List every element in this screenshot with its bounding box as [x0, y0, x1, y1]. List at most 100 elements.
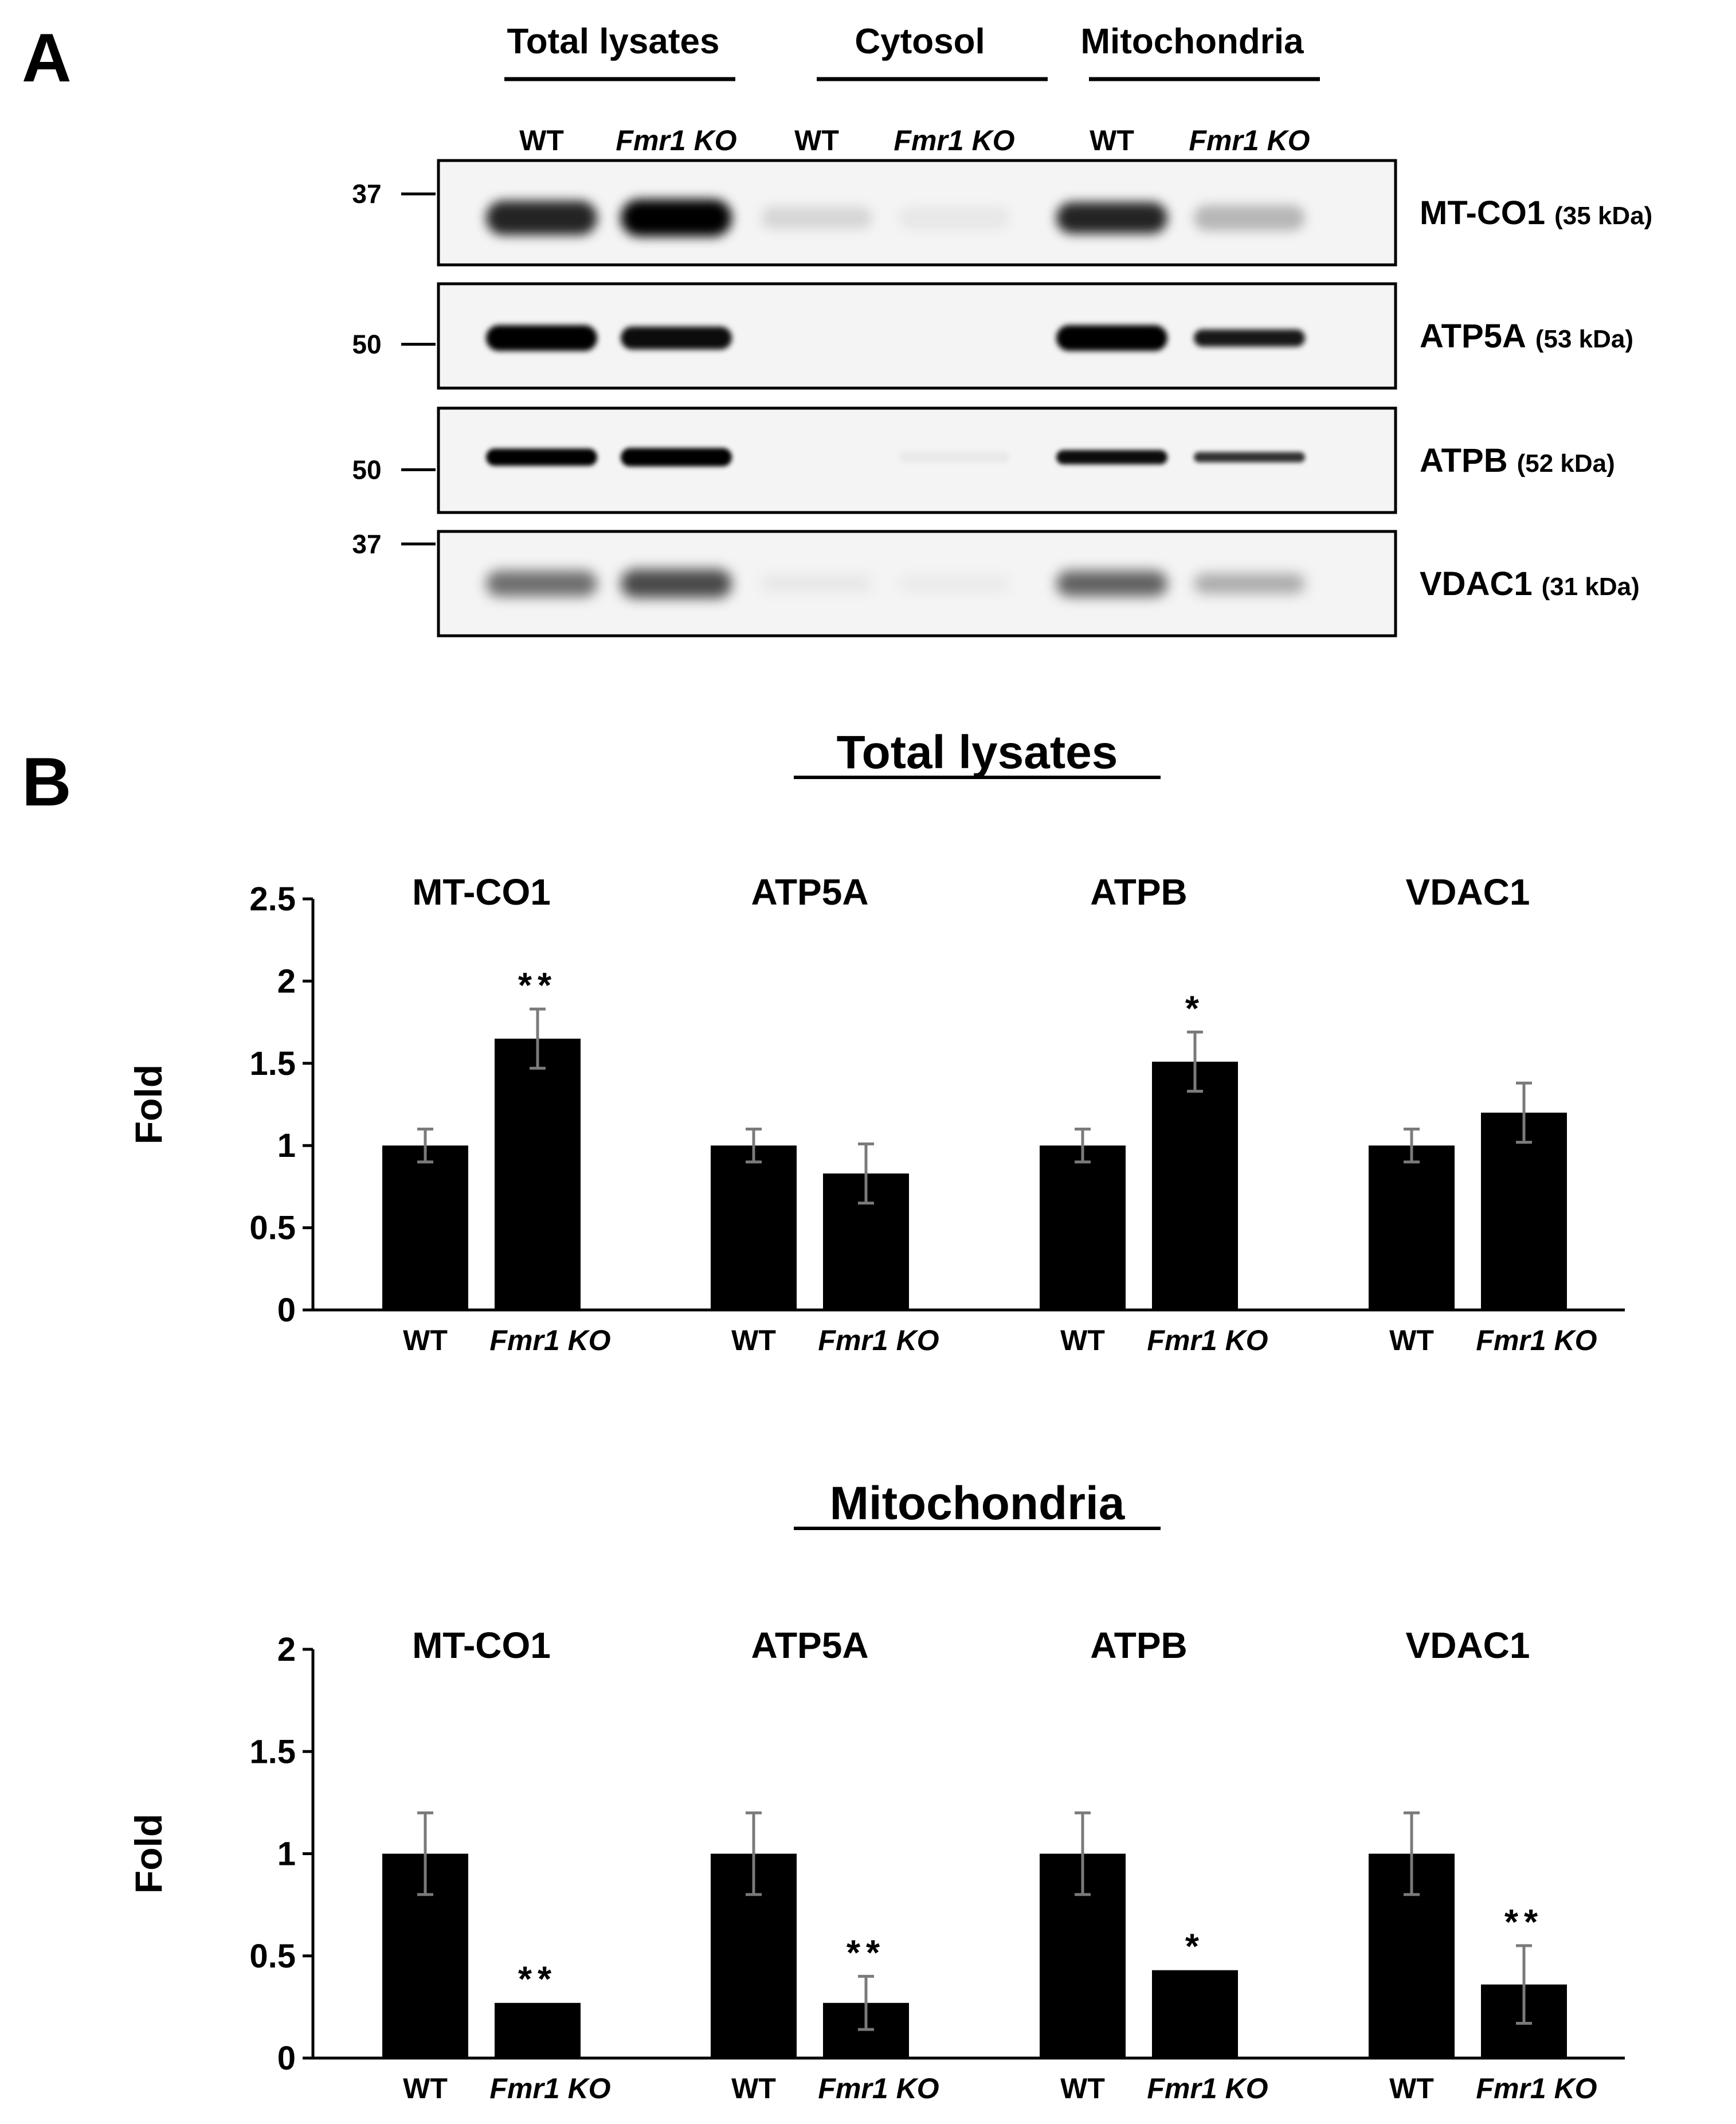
lane-label: WT: [1090, 124, 1134, 157]
x-tick-label: Fmr1 KO: [1476, 2072, 1597, 2105]
x-tick-label: Fmr1 KO: [1147, 1324, 1268, 1356]
band: [1056, 450, 1167, 465]
significance-mark: **: [518, 966, 557, 1006]
panel-a-letter: A: [22, 19, 72, 96]
blot-vdac1: 37 VDAC1 (31 kDa): [352, 529, 1640, 637]
y-tick-label: 0.5: [249, 1210, 296, 1247]
y-tick-label: 0: [277, 1292, 296, 1329]
lane-label: Fmr1 KO: [1189, 124, 1310, 157]
bar: [495, 2002, 581, 2058]
bar: [1369, 1145, 1455, 1310]
band: [1194, 452, 1305, 463]
bar: [1481, 1112, 1567, 1310]
bar: [382, 1145, 468, 1310]
band: [1194, 205, 1305, 231]
group-label: ATP5A: [751, 1625, 868, 1666]
protein-name: ATP5A: [1420, 318, 1526, 355]
y-tick-label: 1.5: [249, 1045, 296, 1082]
protein-size: (53 kDa): [1535, 325, 1633, 353]
marker-label: 50: [352, 330, 381, 359]
protein-label: VDAC1 (31 kDa): [1420, 565, 1640, 603]
lane-label: Fmr1 KO: [894, 124, 1014, 157]
panel-b-letter: B: [22, 744, 72, 820]
bar: [1152, 1970, 1238, 2058]
y-tick-label: 2.5: [249, 881, 296, 918]
y-tick-label: 0.5: [249, 1938, 296, 1975]
band: [621, 448, 732, 467]
protein-size: (35 kDa): [1554, 202, 1652, 230]
blot-bands: [486, 448, 1305, 467]
protein-size: (31 kDa): [1542, 573, 1640, 601]
blot-bands: [486, 325, 1305, 351]
protein-size: (52 kDa): [1517, 449, 1615, 478]
group-label: MT-CO1: [412, 871, 551, 913]
blot-mt-co1: 37 MT-CO1 (35 kDa): [352, 159, 1652, 267]
x-tick-label: Fmr1 KO: [818, 2072, 939, 2105]
bar: [1040, 1145, 1126, 1310]
panel-a: A Total lysates Cytosol Mitochondria WT F…: [22, 19, 1652, 637]
band: [486, 448, 597, 466]
significance-mark: **: [518, 1960, 557, 2000]
bar: [495, 1038, 581, 1310]
y-tick-label: 1.5: [249, 1733, 296, 1770]
band: [899, 206, 1010, 230]
lane-labels: WT Fmr1 KO WT Fmr1 KO WT Fmr1 KO: [519, 124, 1310, 157]
chart-mitochondria: Mitochondria 0 0.5 1 1.5 2 Fold MT-CO1 WT ** Fmr1 …: [127, 1477, 1625, 2105]
y-tick-label: 1: [277, 1127, 296, 1164]
significance-mark: *: [1185, 989, 1205, 1028]
western-blots: 37 MT-CO1 (35 kDa) 50 ATP5A (53 kDa) 50 ATPB (52…: [352, 159, 1652, 637]
band: [1056, 570, 1167, 597]
band: [1056, 325, 1167, 351]
significance-mark: *: [1185, 1927, 1205, 1967]
protein-label: ATPB (52 kDa): [1420, 442, 1615, 479]
x-tick-label: Fmr1 KO: [489, 1324, 610, 1356]
x-tick-label: WT: [403, 1324, 448, 1356]
band: [486, 570, 597, 597]
bar: [711, 1145, 797, 1310]
marker-label: 37: [352, 179, 381, 209]
lane-label: WT: [519, 124, 564, 157]
band: [486, 325, 597, 351]
lane-label: WT: [794, 124, 839, 157]
band: [761, 574, 872, 593]
x-tick-label: WT: [1389, 2072, 1434, 2105]
band: [1056, 202, 1167, 234]
significance-mark: **: [847, 1933, 885, 1973]
blot-bands: [486, 199, 1305, 237]
x-tick-label: WT: [731, 2072, 776, 2105]
significance-mark: **: [1504, 1903, 1543, 1942]
protein-name: MT-CO1: [1420, 194, 1545, 232]
protein-name: ATPB: [1420, 442, 1508, 479]
protein-name: VDAC1: [1420, 565, 1533, 603]
x-tick-label: Fmr1 KO: [818, 1324, 939, 1356]
x-tick-label: Fmr1 KO: [1147, 2072, 1268, 2105]
band: [899, 451, 1010, 463]
band: [1194, 329, 1305, 347]
y-tick-label: 2: [277, 963, 296, 1000]
group-label-mitochondria: Mitochondria: [1080, 22, 1304, 61]
chart-title: Mitochondria: [830, 1477, 1126, 1530]
marker-label: 37: [352, 529, 381, 559]
x-tick-label: WT: [1389, 1324, 1434, 1356]
marker-label: 50: [352, 455, 381, 484]
blot-atp5a: 50 ATP5A (53 kDa): [352, 282, 1633, 390]
x-tick-label: Fmr1 KO: [489, 2072, 610, 2105]
band: [761, 206, 872, 230]
lane-label: Fmr1 KO: [616, 124, 736, 157]
band: [621, 326, 732, 350]
x-tick-label: Fmr1 KO: [1476, 1324, 1597, 1356]
y-tick-label: 0: [277, 2040, 296, 2077]
blot-atpb: 50 ATPB (52 kDa): [352, 406, 1615, 514]
y-tick-label: 1: [277, 1836, 296, 1873]
x-tick-label: WT: [1060, 2072, 1105, 2105]
group-label: ATPB: [1090, 1625, 1187, 1666]
band: [621, 199, 732, 237]
group-label: VDAC1: [1406, 1625, 1530, 1666]
x-tick-label: WT: [1060, 1324, 1105, 1356]
protein-label: MT-CO1 (35 kDa): [1420, 194, 1652, 232]
band: [899, 574, 1010, 593]
blot-bands: [486, 569, 1305, 599]
band: [621, 569, 732, 599]
x-tick-label: WT: [731, 1324, 776, 1356]
